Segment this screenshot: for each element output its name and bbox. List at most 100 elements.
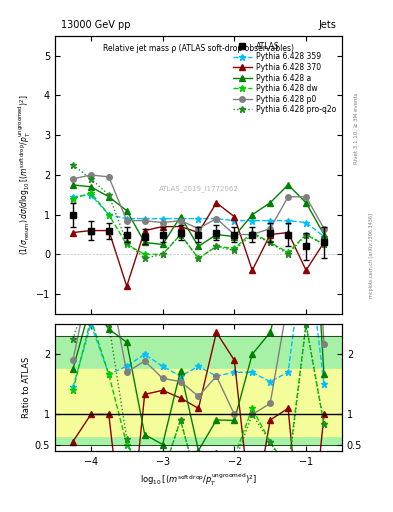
Text: Relative jet mass ρ (ATLAS soft-drop observables): Relative jet mass ρ (ATLAS soft-drop obs… [103, 44, 294, 53]
Pythia 6.428 a [71, 182, 75, 188]
Pythia 6.428 370 [250, 267, 255, 273]
Pythia 6.428 370 [178, 224, 183, 230]
Pythia 6.428 370 [232, 214, 237, 220]
Pythia 6.428 370 [196, 229, 201, 236]
Pythia 6.428 dw [268, 240, 273, 246]
Pythia 6.428 370 [142, 227, 147, 233]
Pythia 6.428 dw [107, 211, 111, 218]
Pythia 6.428 a [196, 243, 201, 249]
Pythia 6.428 359 [321, 233, 326, 240]
Pythia 6.428 p0 [250, 231, 255, 238]
Pythia 6.428 359 [160, 216, 165, 222]
Pythia 6.428 a [304, 200, 309, 206]
Line: Pythia 6.428 a: Pythia 6.428 a [70, 182, 327, 249]
Pythia 6.428 359 [286, 218, 290, 224]
Pythia 6.428 p0 [107, 174, 111, 180]
Pythia 6.428 a [160, 241, 165, 247]
Pythia 6.428 p0 [196, 225, 201, 231]
Pythia 6.428 370 [88, 227, 93, 233]
Text: Jets: Jets [318, 20, 336, 30]
Pythia 6.428 a [142, 240, 147, 246]
Pythia 6.428 pro-q2o [250, 231, 255, 238]
Pythia 6.428 359 [250, 218, 255, 224]
Pythia 6.428 pro-q2o [196, 255, 201, 262]
Pythia 6.428 pro-q2o [107, 191, 111, 198]
Pythia 6.428 p0 [142, 218, 147, 224]
Text: Rivet 3.1.10, ≥ 3M events: Rivet 3.1.10, ≥ 3M events [354, 92, 359, 164]
Pythia 6.428 dw [71, 196, 75, 202]
Pythia 6.428 370 [160, 224, 165, 230]
Line: Pythia 6.428 p0: Pythia 6.428 p0 [70, 172, 327, 237]
Pythia 6.428 pro-q2o [214, 243, 219, 249]
Text: mcplots.cern.ch [arXiv:1306.3436]: mcplots.cern.ch [arXiv:1306.3436] [369, 214, 375, 298]
Pythia 6.428 p0 [304, 194, 309, 200]
Pythia 6.428 dw [232, 245, 237, 251]
Pythia 6.428 dw [286, 249, 290, 255]
Pythia 6.428 dw [321, 241, 326, 247]
Pythia 6.428 370 [268, 231, 273, 238]
Pythia 6.428 dw [88, 190, 93, 196]
Pythia 6.428 pro-q2o [160, 251, 165, 258]
Pythia 6.428 dw [160, 251, 165, 258]
Pythia 6.428 359 [268, 218, 273, 224]
Text: ATLAS_2019_I1772062: ATLAS_2019_I1772062 [159, 185, 238, 192]
Pythia 6.428 359 [214, 216, 219, 222]
Pythia 6.428 a [286, 182, 290, 188]
Pythia 6.428 pro-q2o [142, 255, 147, 262]
Pythia 6.428 pro-q2o [88, 176, 93, 182]
Pythia 6.428 dw [214, 243, 219, 249]
Pythia 6.428 359 [107, 211, 111, 218]
Line: Pythia 6.428 pro-q2o: Pythia 6.428 pro-q2o [70, 161, 327, 262]
Pythia 6.428 a [250, 211, 255, 218]
Pythia 6.428 pro-q2o [304, 231, 309, 238]
Pythia 6.428 p0 [124, 218, 129, 224]
Legend: ATLAS, Pythia 6.428 359, Pythia 6.428 370, Pythia 6.428 a, Pythia 6.428 dw, Pyth: ATLAS, Pythia 6.428 359, Pythia 6.428 37… [230, 39, 338, 116]
Pythia 6.428 a [214, 231, 219, 238]
Pythia 6.428 p0 [268, 225, 273, 231]
Pythia 6.428 a [268, 200, 273, 206]
Y-axis label: $(1/\sigma_{\rm resum})\,d\sigma/d\log_{10}[(m^{\rm soft\,drop}/p_T^{\rm ungroom: $(1/\sigma_{\rm resum})\,d\sigma/d\log_{… [17, 95, 33, 255]
Pythia 6.428 a [321, 231, 326, 238]
Pythia 6.428 359 [124, 216, 129, 222]
Pythia 6.428 pro-q2o [232, 247, 237, 253]
Pythia 6.428 359 [196, 216, 201, 222]
Pythia 6.428 370 [321, 240, 326, 246]
Pythia 6.428 dw [178, 231, 183, 238]
Pythia 6.428 p0 [232, 231, 237, 238]
Pythia 6.428 359 [88, 191, 93, 198]
Pythia 6.428 dw [196, 255, 201, 262]
Pythia 6.428 370 [107, 227, 111, 233]
Pythia 6.428 pro-q2o [321, 241, 326, 247]
Pythia 6.428 359 [142, 216, 147, 222]
Pythia 6.428 pro-q2o [286, 251, 290, 258]
Pythia 6.428 pro-q2o [178, 231, 183, 238]
Pythia 6.428 370 [304, 267, 309, 273]
Pythia 6.428 dw [250, 229, 255, 236]
Pythia 6.428 pro-q2o [124, 240, 129, 246]
Pythia 6.428 a [124, 207, 129, 214]
Pythia 6.428 dw [304, 231, 309, 238]
Pythia 6.428 p0 [88, 172, 93, 178]
Pythia 6.428 a [178, 214, 183, 220]
Pythia 6.428 a [232, 233, 237, 240]
Pythia 6.428 p0 [321, 225, 326, 231]
Pythia 6.428 pro-q2o [71, 162, 75, 168]
Pythia 6.428 dw [142, 251, 147, 258]
Text: 13000 GeV pp: 13000 GeV pp [61, 20, 130, 30]
Pythia 6.428 370 [71, 229, 75, 236]
Y-axis label: Ratio to ATLAS: Ratio to ATLAS [22, 357, 31, 418]
Pythia 6.428 370 [286, 229, 290, 236]
Pythia 6.428 p0 [160, 220, 165, 226]
Pythia 6.428 p0 [214, 216, 219, 222]
Pythia 6.428 359 [232, 218, 237, 224]
Pythia 6.428 359 [304, 220, 309, 226]
Pythia 6.428 p0 [286, 194, 290, 200]
Pythia 6.428 359 [178, 216, 183, 222]
Line: Pythia 6.428 dw: Pythia 6.428 dw [70, 189, 327, 262]
Pythia 6.428 pro-q2o [268, 240, 273, 246]
Pythia 6.428 a [88, 184, 93, 190]
X-axis label: $\log_{10}[(m^{\rm soft\,drop}/p_T^{\rm ungroomed})^2]$: $\log_{10}[(m^{\rm soft\,drop}/p_T^{\rm … [140, 472, 257, 488]
Pythia 6.428 p0 [71, 176, 75, 182]
Pythia 6.428 a [107, 194, 111, 200]
Pythia 6.428 dw [124, 241, 129, 247]
